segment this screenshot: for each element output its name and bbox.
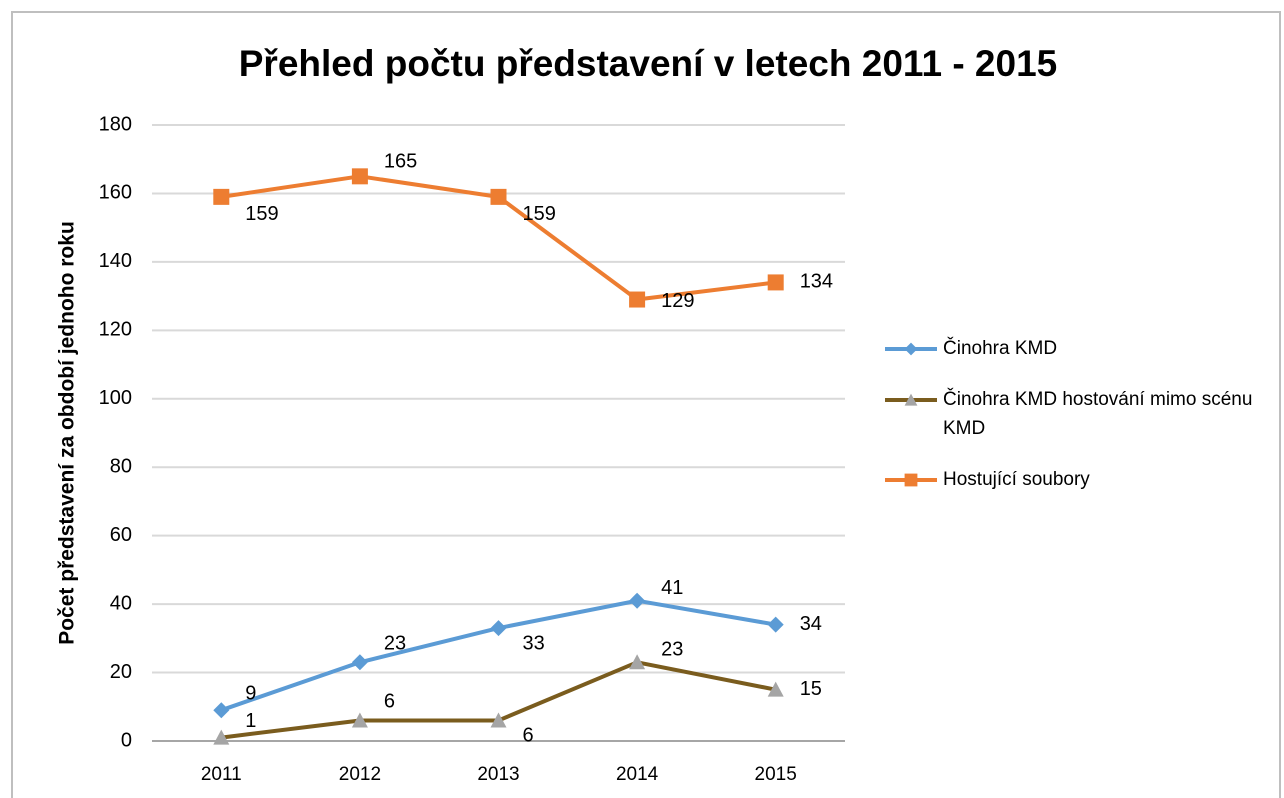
data-label: 165 [384,151,417,173]
data-label: 34 [800,613,822,635]
legend-item: Činohra KMD [885,334,1275,363]
marker [213,729,230,745]
y-tick-label: 140 [99,250,132,272]
marker [213,188,230,205]
marker [767,681,784,697]
data-label: 159 [523,203,556,225]
legend-item: Činohra KMD hostování mimo scénu KMD [885,385,1275,443]
marker [904,393,918,406]
marker [767,616,784,633]
chart-title: Přehled počtu představení v letech 2011 … [239,43,1057,84]
data-label: 23 [384,633,406,655]
y-tick-label: 120 [99,319,132,341]
series-line [220,598,777,713]
x-tick-label: 2012 [339,764,381,785]
data-label: 129 [661,290,694,312]
legend-label: Činohra KMD [943,338,1058,359]
chart-border [11,11,1281,798]
marker [629,291,646,308]
data-label: 159 [245,203,278,225]
y-tick-label: 80 [110,456,132,478]
legend-item: Hostující soubory [885,465,1275,494]
marker [351,654,368,671]
y-tick-label: 0 [121,729,132,751]
y-tick-label: 180 [99,113,132,135]
legend-label: Hostující soubory [943,469,1090,490]
x-tick-label: 2014 [616,764,659,785]
data-label: 33 [523,632,545,654]
y-tick-label: 100 [99,387,132,409]
marker [767,274,784,291]
data-label: 134 [800,271,833,293]
data-label: 6 [384,691,395,713]
y-tick-label: 40 [110,592,132,614]
data-label: 9 [245,682,256,704]
marker [629,654,646,670]
data-label: 1 [245,710,256,732]
legend-swatch [885,342,937,356]
y-tick-label: 160 [99,182,132,204]
legend-swatch [885,393,937,406]
marker [490,620,507,637]
marker [351,712,368,728]
data-label: 6 [523,725,534,747]
legend-label: Činohra KMD hostování mimo scénu KMD [943,389,1253,439]
data-label: 41 [661,577,683,599]
data-label: 23 [661,639,683,661]
marker [629,592,646,609]
data-label: 15 [800,678,822,700]
y-tick-label: 60 [110,524,132,546]
marker [213,702,230,719]
x-tick-label: 2013 [477,764,519,785]
marker [351,168,368,185]
marker [490,712,507,728]
x-tick-label: 2015 [755,764,797,785]
marker [904,473,918,487]
x-tick-label: 2011 [201,764,242,785]
marker [904,342,918,356]
legend-swatch [885,473,937,487]
marker [490,188,507,205]
y-axis-label: Počet představení za období jednoho roku [56,221,79,645]
y-tick-label: 20 [110,661,132,683]
legend: Činohra KMD Činohra KMD hostování mimo sc… [885,334,1275,516]
